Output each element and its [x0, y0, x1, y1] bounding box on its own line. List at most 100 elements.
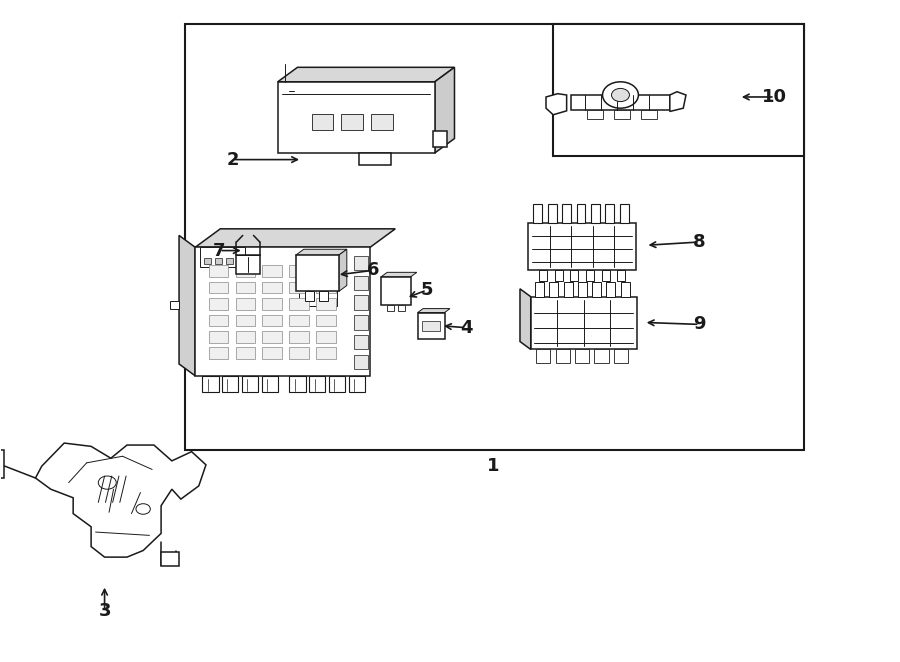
Bar	[422, 321, 440, 331]
Bar	[536, 282, 544, 297]
Text: 7: 7	[213, 242, 226, 260]
Bar	[548, 205, 557, 223]
Bar	[550, 282, 558, 297]
Bar	[607, 282, 616, 297]
Bar	[601, 270, 609, 281]
Polygon shape	[418, 308, 450, 312]
Bar	[290, 265, 309, 277]
Bar	[534, 205, 543, 223]
Bar	[185, 24, 805, 449]
Bar	[354, 295, 368, 310]
Bar	[209, 331, 229, 343]
Bar	[263, 281, 283, 293]
Text: 8: 8	[693, 233, 706, 251]
Bar	[263, 348, 283, 359]
Text: 1: 1	[487, 457, 500, 475]
Bar	[354, 355, 368, 369]
Bar	[226, 258, 233, 263]
Bar	[572, 95, 670, 109]
Polygon shape	[296, 250, 346, 255]
Bar	[605, 205, 614, 223]
Bar	[621, 282, 630, 297]
Bar	[341, 115, 363, 130]
Bar	[316, 298, 336, 310]
Bar	[290, 281, 309, 293]
Bar	[237, 255, 260, 273]
Bar	[381, 277, 410, 305]
Text: 3: 3	[98, 602, 111, 620]
Bar	[209, 348, 229, 359]
Polygon shape	[338, 250, 346, 291]
Bar	[0, 450, 4, 478]
Bar	[290, 376, 305, 393]
Bar	[398, 305, 405, 311]
Bar	[170, 301, 179, 309]
Bar	[236, 281, 256, 293]
Bar	[348, 376, 364, 393]
Bar	[588, 109, 603, 118]
Bar	[263, 314, 283, 326]
Text: 10: 10	[762, 88, 788, 106]
Bar	[304, 291, 313, 301]
Polygon shape	[278, 68, 454, 82]
Bar	[592, 282, 601, 297]
Bar	[290, 331, 309, 343]
Bar	[418, 312, 445, 339]
Bar	[161, 552, 179, 567]
Bar	[563, 282, 572, 297]
Bar	[290, 298, 309, 310]
Bar	[577, 205, 586, 223]
Bar	[536, 350, 551, 363]
Bar	[641, 109, 657, 118]
Bar	[209, 281, 229, 293]
Bar	[242, 376, 258, 393]
Bar	[316, 314, 336, 326]
Polygon shape	[435, 68, 454, 153]
Bar	[578, 282, 587, 297]
Bar	[262, 376, 278, 393]
Bar	[278, 82, 435, 153]
Bar	[236, 331, 256, 343]
Bar	[316, 281, 336, 293]
Bar	[263, 298, 283, 310]
Bar	[371, 115, 392, 130]
Bar	[433, 131, 447, 148]
Bar	[311, 115, 333, 130]
Bar	[354, 275, 368, 290]
Circle shape	[602, 82, 638, 108]
Bar	[586, 270, 594, 281]
Bar	[236, 314, 256, 326]
Bar	[354, 315, 368, 330]
Bar	[328, 376, 345, 393]
Bar	[614, 350, 628, 363]
Polygon shape	[195, 229, 395, 248]
Circle shape	[136, 504, 150, 514]
Bar	[359, 153, 391, 165]
Bar	[209, 298, 229, 310]
Bar	[554, 270, 562, 281]
Bar	[354, 335, 368, 350]
Bar	[209, 265, 229, 277]
Bar	[617, 270, 626, 281]
Bar	[300, 286, 337, 306]
Bar	[591, 205, 599, 223]
Bar	[316, 265, 336, 277]
Bar	[195, 248, 370, 376]
Bar	[202, 376, 219, 393]
Polygon shape	[179, 236, 195, 376]
Bar	[319, 291, 328, 301]
Bar	[296, 255, 338, 291]
Bar	[619, 205, 628, 223]
Bar	[204, 258, 212, 263]
Bar	[316, 331, 336, 343]
Bar	[236, 265, 256, 277]
Circle shape	[611, 89, 629, 101]
Text: 2: 2	[227, 150, 239, 169]
Text: 6: 6	[366, 261, 379, 279]
Bar	[200, 248, 245, 267]
Polygon shape	[670, 92, 686, 111]
Bar	[222, 376, 239, 393]
Bar	[215, 258, 222, 263]
Bar	[571, 270, 579, 281]
Bar	[614, 109, 630, 118]
